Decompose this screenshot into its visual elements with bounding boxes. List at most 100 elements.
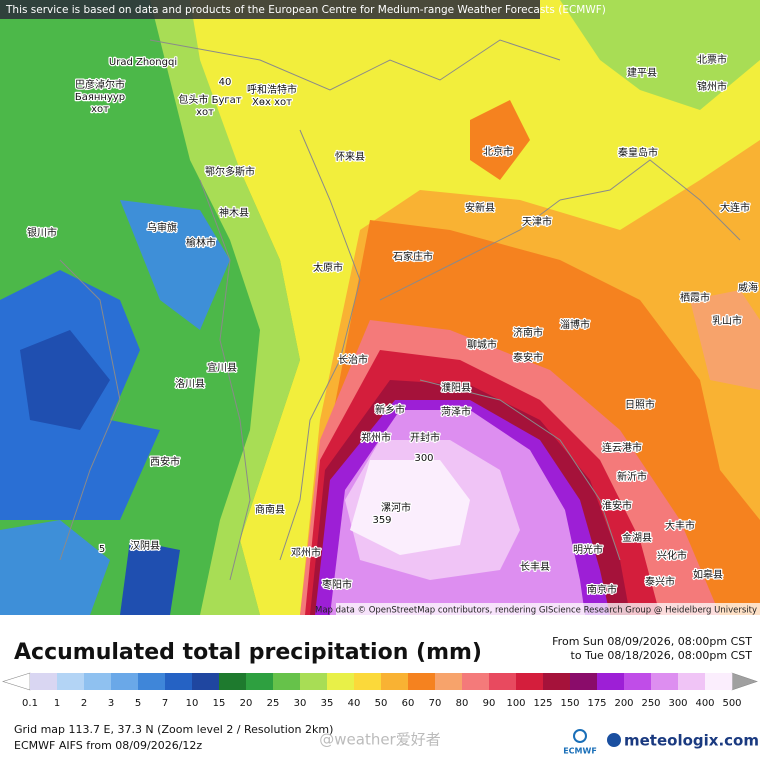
map-label: 漯河市 <box>381 501 411 514</box>
map-label: 郑州市 <box>361 431 391 444</box>
colorbar-label: 60 <box>402 698 415 709</box>
map-label: Хөх хот <box>252 97 292 108</box>
map-label: 南京市 <box>587 583 617 596</box>
map-label: 锦州市 <box>697 80 727 93</box>
map-label: 怀来县 <box>335 151 365 163</box>
map-label: 濮阳县 <box>441 381 471 394</box>
colorbar-label: 40 <box>348 698 361 709</box>
colorbar-label: 10 <box>186 698 199 709</box>
colorbar-label: 15 <box>213 698 226 709</box>
colorbar-swatch <box>705 673 733 690</box>
colorbar-label: 3 <box>108 698 114 709</box>
map-label: 长丰县 <box>520 560 550 573</box>
map-label: 359 <box>372 515 391 526</box>
colorbar-label: 30 <box>294 698 307 709</box>
map-label: хот <box>91 104 109 115</box>
colorbar-swatch <box>435 673 463 690</box>
map-label: 枣阳市 <box>322 578 352 591</box>
colorbar-swatch <box>570 673 598 690</box>
map-label: 石家庄市 <box>393 250 433 263</box>
colorbar-swatch <box>273 673 301 690</box>
map-label: 建平县 <box>627 66 657 79</box>
colorbar-swatch <box>300 673 328 690</box>
map-label: 300 <box>414 453 433 464</box>
colorbar-swatch <box>489 673 517 690</box>
colorbar-label: 0.1 <box>22 698 38 709</box>
watermark: @weather爱好者 <box>319 731 440 749</box>
map-label: 聊城市 <box>467 338 497 351</box>
map-label: 乳山市 <box>712 314 742 327</box>
colorbar-label: 2 <box>81 698 87 709</box>
colorbar-swatch <box>543 673 571 690</box>
map-label: 天津市 <box>522 215 552 228</box>
period-to: to Tue 08/18/2026, 08:00pm CST <box>571 649 753 662</box>
colorbar-swatch <box>219 673 247 690</box>
brand-icon <box>607 733 621 747</box>
map-label: 宜川县 <box>207 361 237 374</box>
colorbar-swatch <box>111 673 139 690</box>
colorbar-label: 250 <box>641 698 660 709</box>
map-label: 如皋县 <box>693 568 723 581</box>
brand: meteologix.com <box>624 732 759 750</box>
map-label: 乌审旗 <box>147 221 177 234</box>
map-label: 连云港市 <box>602 441 642 454</box>
colorbar-label: 500 <box>722 698 741 709</box>
ecmwf-icon <box>573 729 587 743</box>
map-label: 泰安市 <box>513 351 543 364</box>
colorbar-label: 70 <box>429 698 442 709</box>
map-label: 泰兴市 <box>645 575 675 588</box>
colorbar-label: 80 <box>456 698 469 709</box>
map-label: 商南县 <box>255 503 285 516</box>
map-label: 银川市 <box>27 226 57 239</box>
ecmwf-logo: ECMWF <box>563 747 597 756</box>
attribution: Map data © OpenStreetMap contributors, r… <box>315 606 757 616</box>
colorbar-swatch <box>651 673 679 690</box>
map-label: 长治市 <box>338 353 368 366</box>
map-label: 汉阴县 <box>130 540 160 552</box>
colorbar-label: 90 <box>483 698 496 709</box>
colorbar-label: 150 <box>560 698 579 709</box>
map-label: 明光市 <box>573 543 603 556</box>
banner-bg <box>0 0 540 19</box>
map-label: 威海 <box>738 281 758 294</box>
map-label: 日照市 <box>625 398 655 411</box>
map-label: 5 <box>99 544 105 555</box>
colorbar-label: 35 <box>321 698 334 709</box>
map-label: 榆林市 <box>186 236 216 249</box>
colorbar-swatch <box>138 673 166 690</box>
map-label: 菏泽市 <box>441 405 471 418</box>
period-from: From Sun 08/09/2026, 08:00pm CST <box>552 635 752 648</box>
colorbar-under <box>2 672 31 691</box>
map-label: Urad Zhongqi <box>109 57 177 68</box>
attribution-bg <box>336 603 760 615</box>
map-label: 洛川县 <box>175 377 205 390</box>
map-label: 包头市 Бугат <box>178 93 241 106</box>
map-label: 呼和浩特市 <box>247 83 297 96</box>
precip-map <box>0 0 760 615</box>
map-label: 开封市 <box>410 431 440 444</box>
map-label: 鄂尔多斯市 <box>205 165 255 178</box>
map-label: 神木县 <box>219 206 249 219</box>
map-label: 栖霞市 <box>680 291 710 304</box>
colorbar-label: 400 <box>695 698 714 709</box>
colorbar-label: 175 <box>587 698 606 709</box>
colorbar-swatch <box>192 673 220 690</box>
map-label: 新沂市 <box>617 470 647 483</box>
colorbar-label: 1 <box>54 698 60 709</box>
map-label: 邓州市 <box>291 546 321 559</box>
colorbar-swatch <box>381 673 409 690</box>
colorbar-swatch <box>678 673 706 690</box>
map-label: 大丰市 <box>665 519 695 532</box>
colorbar-swatch <box>246 673 274 690</box>
map-label: 安新县 <box>465 201 495 214</box>
map-label: 太原市 <box>313 261 343 274</box>
map-label: 巴彦淖尔市 <box>75 78 125 91</box>
map-label: 兴化市 <box>657 549 687 562</box>
colorbar-swatch <box>165 673 193 690</box>
model-info: ECMWF AIFS from 08/09/2026/12z <box>14 739 202 752</box>
colorbar-swatch <box>624 673 652 690</box>
grid-info: Grid map 113.7 E, 37.3 N (Zoom level 2 /… <box>14 723 333 736</box>
map-label: хот <box>196 107 214 118</box>
